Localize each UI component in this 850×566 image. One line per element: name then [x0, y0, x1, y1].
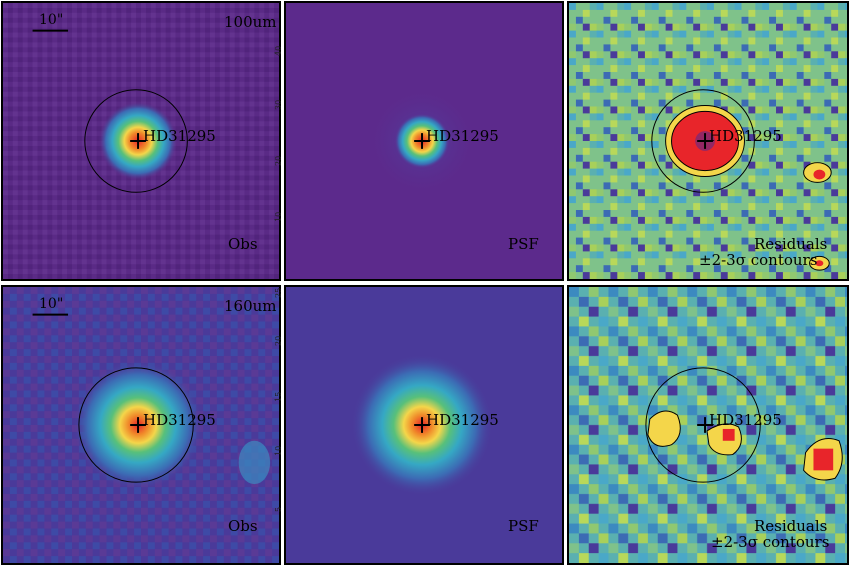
image-100um-residuals — [569, 3, 847, 279]
source-cross — [414, 417, 430, 433]
source-cross — [130, 133, 146, 149]
source-label: HD31295 — [709, 127, 782, 145]
corner-label: Residuals — [754, 235, 828, 253]
source-cross — [130, 417, 146, 433]
source-label: HD31295 — [143, 127, 216, 145]
aperture-circle — [78, 367, 194, 483]
corner-label: Residuals — [754, 517, 828, 535]
panel-160um-obs: 10" 160um HD31295 Obs — [1, 285, 281, 565]
scale-bar-label: 10" — [39, 12, 64, 28]
panel-100um-obs: 10" 100um HD31295 Obs — [1, 1, 281, 281]
corner-label: Obs — [228, 517, 258, 535]
corner-label: Obs — [228, 235, 258, 253]
y-tick-label: 25 — [274, 287, 283, 298]
panel-160um-residuals: HD31295 Residuals ±2-3σ contours — [567, 285, 849, 565]
image-160um-residuals — [569, 287, 847, 563]
y-tick-label: 10 — [274, 211, 283, 222]
band-label: 100um — [224, 13, 277, 31]
aperture-circle — [645, 367, 761, 483]
corner-label: PSF — [508, 517, 539, 535]
y-tick-label: 5 — [274, 506, 283, 512]
y-tick-label: 20 — [274, 155, 283, 166]
source-cross — [697, 417, 713, 433]
corner-sublabel: ±2-3σ contours — [711, 533, 830, 551]
source-label: HD31295 — [709, 411, 782, 429]
corner-sublabel: ±2-3σ contours — [699, 251, 818, 269]
scale-bar-label: 10" — [39, 296, 64, 312]
source-cross — [414, 133, 430, 149]
image-160um-obs — [3, 287, 279, 563]
y-tick-label: 15 — [274, 391, 283, 402]
image-100um-obs — [3, 3, 279, 279]
panel-100um-residuals: HD31295 Residuals ±2-3σ contours — [567, 1, 849, 281]
source-cross — [697, 133, 713, 149]
source-label: HD31295 — [426, 411, 499, 429]
aperture-circle — [651, 89, 755, 193]
y-tick-label: 40 — [274, 45, 283, 56]
image-160um-psf — [286, 287, 562, 563]
aperture-circle — [84, 89, 188, 193]
y-tick-label: 30 — [274, 99, 283, 110]
y-tick-label: 10 — [274, 445, 283, 456]
band-label: 160um — [224, 297, 277, 315]
source-label: HD31295 — [426, 127, 499, 145]
panel-160um-psf: HD31295 PSF — [284, 285, 564, 565]
panel-100um-psf: HD31295 PSF — [284, 1, 564, 281]
corner-label: PSF — [508, 235, 539, 253]
image-100um-psf — [286, 3, 562, 279]
y-tick-label: 20 — [274, 335, 283, 346]
source-label: HD31295 — [143, 411, 216, 429]
